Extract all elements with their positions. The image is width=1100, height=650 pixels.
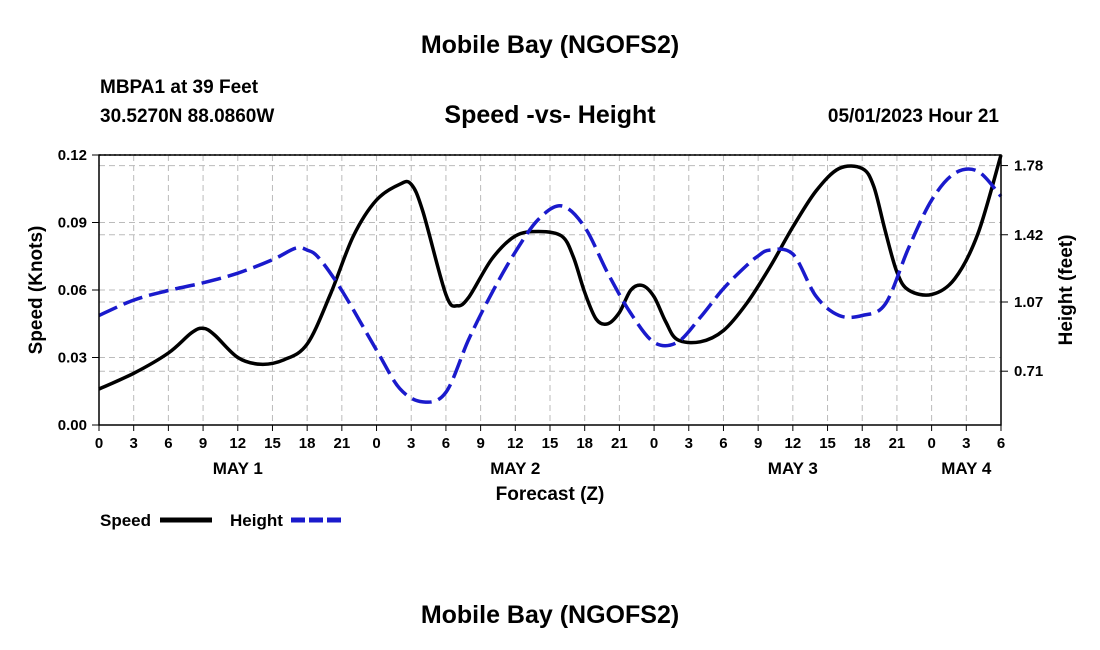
x-tick-label: 21 <box>334 435 351 452</box>
y-tick-label-left: 0.00 <box>58 417 87 434</box>
day-label: MAY 2 <box>490 459 540 478</box>
x-tick-label: 15 <box>542 435 559 452</box>
x-tick-label: 12 <box>507 435 524 452</box>
station-label: MBPA1 at 39 Feet <box>100 77 259 98</box>
y-tick-label-left: 0.12 <box>58 147 87 164</box>
y-tick-label-left: 0.09 <box>58 215 87 232</box>
page-title: Mobile Bay (NGOFS2) <box>420 31 680 59</box>
x-tick-label: 6 <box>442 435 450 452</box>
x-tick-label: 9 <box>476 435 484 452</box>
y-axis-label-right: Height (feet) <box>1056 235 1077 346</box>
x-tick-label: 9 <box>754 435 762 452</box>
x-tick-label: 0 <box>372 435 380 452</box>
x-tick-label: 0 <box>927 435 935 452</box>
day-label: MAY 4 <box>941 459 992 478</box>
x-tick-label: 18 <box>854 435 871 452</box>
x-tick-label: 21 <box>611 435 628 452</box>
legend: Speed Height <box>100 511 342 530</box>
x-tick-label: 3 <box>962 435 970 452</box>
x-axis-label: Forecast (Z) <box>496 484 605 505</box>
series-line-height <box>98 167 1003 404</box>
x-tick-label: 18 <box>299 435 316 452</box>
x-tick-label: 9 <box>199 435 207 452</box>
legend-label-height: Height <box>230 511 283 530</box>
day-label: MAY 1 <box>213 459 263 478</box>
y-tick-label-left: 0.03 <box>58 350 87 367</box>
y-tick-label-right: 1.78 <box>1014 158 1043 175</box>
y-tick-label-right: 1.42 <box>1014 227 1043 244</box>
chart-title: Speed -vs- Height <box>444 101 656 129</box>
x-tick-label: 12 <box>785 435 802 452</box>
footer-title: Mobile Bay (NGOFS2) <box>420 601 680 629</box>
y-axis-label-left: Speed (Knots) <box>26 226 47 355</box>
x-tick-label: 3 <box>130 435 138 452</box>
x-tick-label: 18 <box>576 435 593 452</box>
axes: 0 3 6 9 12 15 18 21 0 3 6 9 12 15 18 21 0 3 6 9 12 15 18 21 0 3 6M… <box>58 147 1043 478</box>
x-tick-label: 0 <box>650 435 658 452</box>
series-layer <box>98 154 1003 404</box>
y-tick-label-right: 1.07 <box>1014 294 1043 311</box>
y-tick-label-left: 0.06 <box>58 282 87 299</box>
x-tick-label: 21 <box>889 435 906 452</box>
x-tick-label: 15 <box>819 435 836 452</box>
legend-label-speed: Speed <box>100 511 151 530</box>
run-time-label: 05/01/2023 Hour 21 <box>827 106 999 127</box>
x-tick-label: 6 <box>997 435 1005 452</box>
x-tick-label: 6 <box>164 435 172 452</box>
x-tick-label: 12 <box>229 435 246 452</box>
coordinates-label: 30.5270N 88.0860W <box>100 106 275 127</box>
x-tick-label: 15 <box>264 435 281 452</box>
x-tick-label: 3 <box>685 435 693 452</box>
y-tick-label-right: 0.71 <box>1014 363 1043 380</box>
x-tick-label: 6 <box>719 435 727 452</box>
x-tick-label: 0 <box>95 435 103 452</box>
grid <box>99 154 1001 425</box>
series-line-speed <box>98 154 1003 391</box>
x-tick-label: 3 <box>407 435 415 452</box>
day-label: MAY 3 <box>768 459 818 478</box>
